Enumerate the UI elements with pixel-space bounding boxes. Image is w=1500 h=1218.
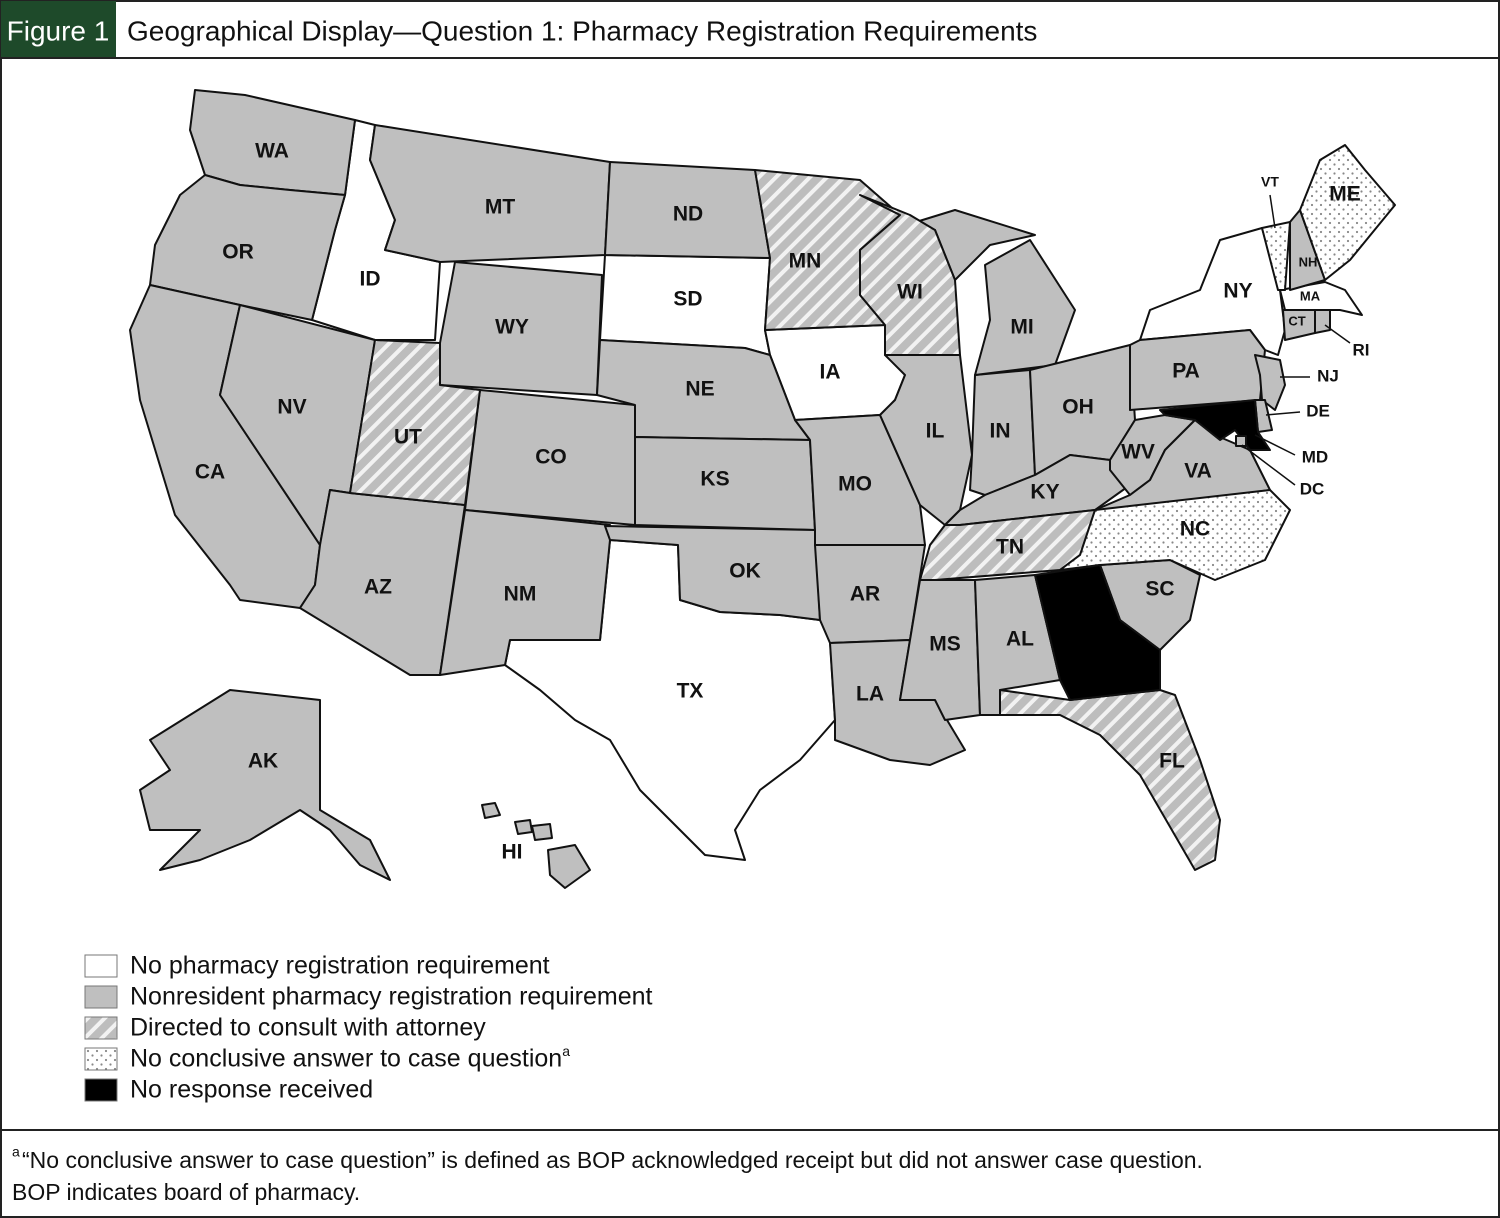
state-label: CT	[1288, 313, 1305, 328]
footnote-line: BOP indicates board of pharmacy.	[12, 1179, 360, 1205]
state-label: AR	[850, 583, 880, 606]
state-label: LA	[856, 683, 884, 706]
legend-label: No pharmacy registration requirement	[130, 952, 550, 980]
legend-label: Nonresident pharmacy registration requir…	[130, 983, 653, 1011]
state-shape	[859, 194, 961, 356]
footnote-marker: a	[12, 1144, 20, 1160]
state-label: ND	[673, 203, 703, 226]
leader-line	[1265, 411, 1301, 416]
state-label: CA	[195, 461, 225, 484]
state-label: OR	[222, 241, 254, 264]
state-label: NM	[504, 583, 537, 606]
state-label: TX	[677, 680, 704, 703]
legend-swatch	[84, 1078, 118, 1102]
state-label: NH	[1299, 254, 1318, 269]
state-label: KY	[1030, 481, 1059, 504]
state-label: MO	[838, 473, 872, 496]
state-label: VT	[1261, 174, 1279, 190]
state-shape	[1034, 564, 1161, 701]
state-shape	[547, 844, 591, 889]
state-label: MN	[789, 250, 822, 273]
state-label: AZ	[364, 576, 392, 599]
leader-line	[1269, 194, 1276, 229]
legend-label: No response received	[130, 1076, 373, 1104]
state-label: NJ	[1317, 366, 1339, 385]
state-label: IN	[990, 420, 1011, 443]
map-labels: ID SD IA NY TX MA WA OR CA NV MT WY CO AZ NM ND NE KS OK MO…	[195, 140, 1370, 864]
state-label: OK	[729, 560, 761, 583]
map	[129, 89, 1396, 889]
state-shape	[1059, 489, 1291, 581]
state-label: MI	[1010, 316, 1033, 339]
state-label: SC	[1145, 578, 1174, 601]
state-label: DE	[1306, 401, 1330, 420]
note-marker: a	[562, 1043, 570, 1059]
figure-label-box	[1, 1, 116, 58]
state-label: UT	[394, 426, 422, 449]
state-shape	[1261, 221, 1291, 291]
state-label: NE	[685, 378, 714, 401]
state-label: CO	[535, 446, 567, 469]
state-shape	[879, 354, 973, 526]
state-label: SD	[673, 288, 702, 311]
leader-line	[1254, 434, 1296, 456]
legend-label: Directed to consult with attorney	[130, 1014, 486, 1042]
state-label: FL	[1159, 750, 1185, 773]
state-shape	[514, 819, 533, 835]
state-label: NV	[277, 396, 306, 419]
figure-title: Geographical Display—Question 1: Pharmac…	[127, 15, 1037, 46]
state-shape	[999, 689, 1221, 871]
figure-label: Figure 1	[7, 15, 110, 46]
state-shape	[1314, 309, 1331, 334]
state-label: OH	[1062, 396, 1094, 419]
state-label: WA	[255, 140, 289, 163]
state-label: NC	[1180, 518, 1210, 541]
state-label: MD	[1302, 447, 1328, 466]
state-label: WV	[1121, 441, 1155, 464]
state-label: MA	[1300, 288, 1321, 303]
legend: No pharmacy registration requirement Nonr…	[84, 952, 653, 1104]
footnote-line: “No conclusive answer to case question” …	[22, 1147, 1203, 1173]
state-label: WY	[495, 316, 529, 339]
state-label: NY	[1223, 280, 1252, 303]
state-label: PA	[1172, 360, 1200, 383]
state-label: MT	[485, 196, 515, 219]
state-label: TN	[996, 536, 1024, 559]
state-label: WI	[897, 281, 923, 304]
state-shape	[439, 261, 603, 396]
state-shape	[149, 174, 346, 321]
state-shape	[1235, 435, 1247, 447]
legend-label: No conclusive answer to case questiona	[130, 1043, 570, 1073]
state-label: HI	[502, 841, 523, 864]
state-shape	[1254, 354, 1286, 411]
state-label: KS	[700, 468, 729, 491]
state-shape	[531, 823, 553, 841]
state-label: IA	[820, 361, 841, 384]
state-label: MS	[929, 633, 961, 656]
legend-swatch	[84, 1047, 118, 1071]
state-label: AK	[248, 750, 278, 773]
legend-swatch	[84, 1016, 118, 1040]
state-label: RI	[1353, 340, 1370, 359]
state-label: AL	[1006, 628, 1034, 651]
state-shape	[1299, 144, 1396, 281]
state-shape	[481, 802, 501, 819]
leader-line	[1324, 324, 1351, 344]
legend-swatch	[84, 985, 118, 1009]
state-shape	[1129, 329, 1266, 411]
legend-swatch	[84, 954, 118, 978]
state-shape	[944, 454, 1131, 526]
state-shape	[139, 689, 391, 881]
leader-line	[1241, 444, 1296, 486]
state-shape	[349, 339, 481, 506]
state-label: ID	[360, 268, 381, 291]
state-label: ME	[1329, 183, 1361, 206]
state-label: IL	[926, 420, 945, 443]
state-label: VA	[1184, 460, 1212, 483]
state-label: DC	[1300, 479, 1325, 498]
